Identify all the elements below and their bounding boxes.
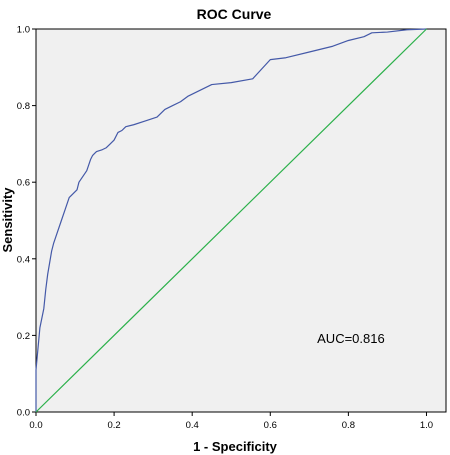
y-tick-label: 1.0 <box>17 25 30 36</box>
plot-area <box>35 28 447 413</box>
x-tick-label: 0.4 <box>186 420 199 431</box>
y-tick-label: 0.8 <box>17 101 30 112</box>
axis-ticks: 0.0 0.2 0.4 0.6 0.8 1.0 0.0 0.2 0.4 0.6 0.8 1.0 <box>17 25 433 432</box>
x-tick-label: 0.8 <box>342 420 355 431</box>
y-tick-label: 0.2 <box>17 331 30 342</box>
x-tick-label: 0.0 <box>29 420 42 431</box>
y-tick-label: 0.6 <box>17 178 30 189</box>
y-axis-label: Sensitivity <box>0 187 15 253</box>
chart-title: ROC Curve <box>197 6 272 22</box>
series-lines <box>35 28 427 413</box>
y-tick-label: 0.0 <box>17 408 30 419</box>
x-tick-label: 0.6 <box>264 420 277 431</box>
x-tick-label: 1.0 <box>420 420 433 431</box>
roc-curve-line <box>35 28 427 412</box>
y-tick-label: 0.4 <box>17 254 30 265</box>
x-axis-label: 1 - Specificity <box>193 439 278 454</box>
reference-diagonal-line <box>35 28 427 413</box>
x-tick-label: 0.2 <box>107 420 120 431</box>
auc-annotation: AUC=0.816 <box>317 331 385 346</box>
